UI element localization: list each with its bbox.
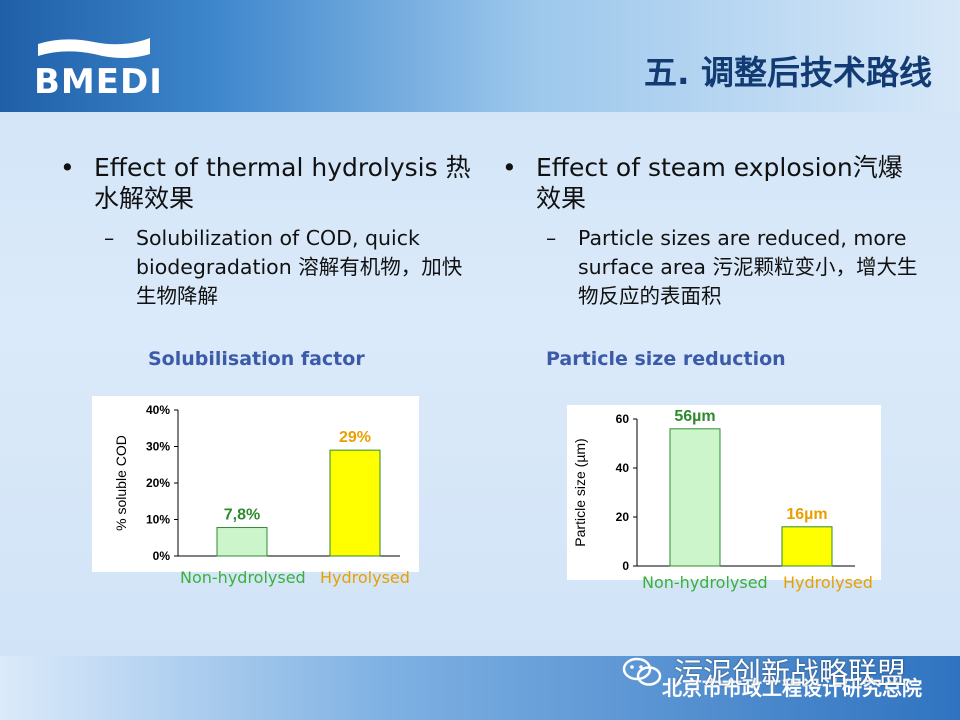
y-tick-label: 40% [146,403,170,417]
sub-bullet-text: Solubilization of COD, quick biodegradat… [136,226,463,308]
category-label-non-hydrolysed: Non-hydrolysed [180,568,306,587]
y-tick-label: 30% [146,440,170,454]
bar-hydrolysed [329,449,381,557]
slide-title: 五. 调整后技术路线 [643,53,932,92]
sub-bullet-particle: – Particle sizes are reduced, more surfa… [500,224,920,311]
logo-wave-icon [38,38,150,58]
chart-svg: 0% 10% 20% 30% 40% % soluble COD 7,8% 29% [113,403,400,563]
wechat-icon [622,657,662,686]
category-label-hydrolysed: Hydrolysed [783,573,873,592]
watermark-text: 污泥创新战略联盟 [674,656,907,690]
sub-bullet-text: Particle sizes are reduced, more surface… [578,226,918,308]
chart-title-particle-size: Particle size reduction [546,348,786,370]
bar-hydrolysed [781,526,833,567]
bullet-dot-icon: • [502,153,517,182]
y-tick-label: 20 [616,510,630,524]
slide-header: BMEDI 五. 调整后技术路线 [0,0,960,112]
data-label: 29% [339,429,371,446]
chart-title-solubilisation: Solubilisation factor [148,348,365,370]
data-label: 7,8% [224,507,260,524]
data-label: 56µm [674,408,715,425]
y-tick-label: 20% [146,476,170,490]
bullet-steam-explosion: • Effect of steam explosion汽爆效果 [500,152,920,214]
bar-non-hydrolysed [669,428,721,567]
category-label-non-hydrolysed: Non-hydrolysed [642,573,768,592]
y-tick-label: 10% [146,513,170,527]
dash-icon: – [546,226,557,250]
y-tick-label: 0% [153,549,171,563]
y-tick-label: 60 [616,412,630,426]
y-tick-label: 0 [622,559,629,573]
right-column: • Effect of steam explosion汽爆效果 – Partic… [500,152,920,311]
left-column: • Effect of thermal hydrolysis 热水解效果 – S… [58,152,478,311]
bullet-text: Effect of steam explosion汽爆效果 [536,153,903,213]
category-label-hydrolysed: Hydrolysed [320,568,410,587]
data-label: 16µm [786,506,827,523]
chart-svg: 0 20 40 60 Particle size (µm) 56µm 16µm [572,408,855,573]
dash-icon: – [104,226,115,250]
bar-non-hydrolysed [216,527,268,557]
bullet-text: Effect of thermal hydrolysis 热水解效果 [94,153,471,213]
bmedi-logo: BMEDI [34,36,162,102]
slide-footer: 北京市市政工程设计研究总院 [0,656,960,720]
y-tick-label: 40 [616,461,630,475]
logo-text: BMEDI [34,62,163,102]
particle-size-chart: 0 20 40 60 Particle size (µm) 56µm 16µm [567,405,881,580]
y-axis-label: % soluble COD [113,435,129,531]
bullet-thermal-hydrolysis: • Effect of thermal hydrolysis 热水解效果 [58,152,478,214]
y-axis-label: Particle size (µm) [572,438,588,546]
sub-bullet-cod: – Solubilization of COD, quick biodegrad… [58,224,478,311]
footer-institute-name: 北京市市政工程设计研究总院 [662,676,922,700]
solubilisation-chart: 0% 10% 20% 30% 40% % soluble COD 7,8% 29% [92,396,419,572]
bullet-dot-icon: • [60,153,75,182]
